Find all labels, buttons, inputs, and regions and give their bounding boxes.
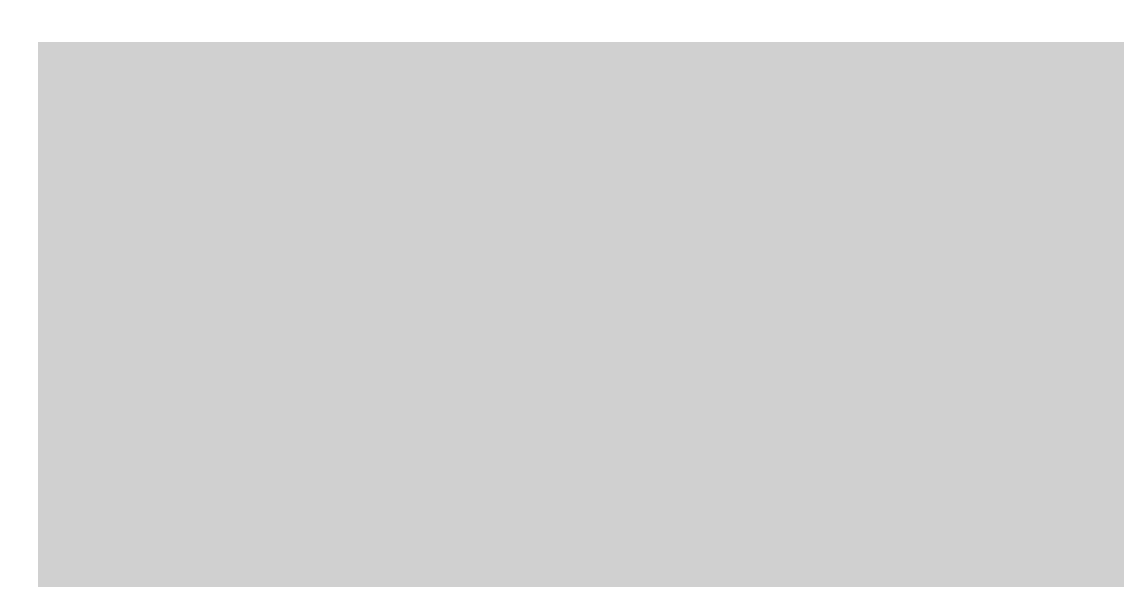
word-cloud-svg xyxy=(38,42,1124,587)
word-cloud-area xyxy=(38,42,1124,587)
